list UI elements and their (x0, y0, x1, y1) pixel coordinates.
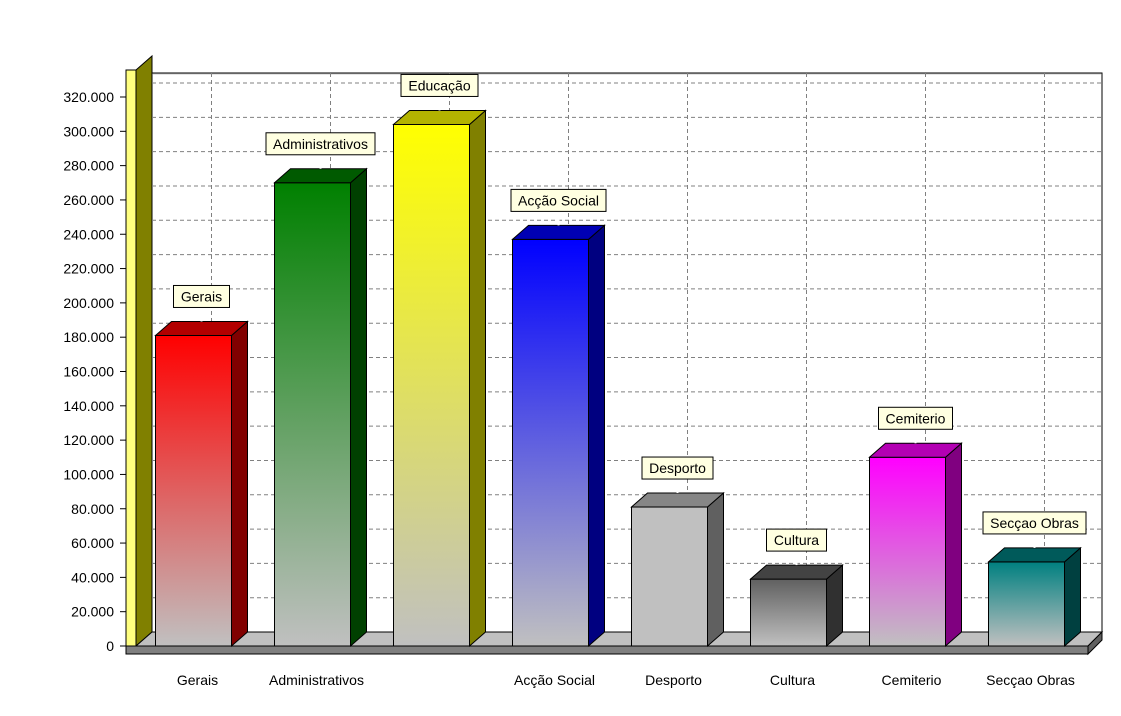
x-tick-label: Desporto (645, 672, 702, 688)
y-tick-label: 240.000 (63, 226, 114, 242)
bar-top (392, 109, 487, 125)
bar-top (630, 492, 725, 508)
bar-top (154, 320, 249, 336)
x-tick-label: Administrativos (269, 672, 364, 688)
x-tick-label: Cultura (770, 672, 815, 688)
bar-top (749, 564, 844, 580)
data-label-box (173, 284, 230, 308)
data-label-box (878, 406, 953, 430)
y-tick-label: 280.000 (63, 158, 114, 174)
data-label-box (400, 73, 479, 97)
y-tick-label: 40.000 (71, 569, 114, 585)
data-label-text: Desporto (649, 460, 706, 476)
bar-side (469, 109, 486, 648)
data-label-text: Gerais (181, 288, 222, 304)
bar-cemiterio (868, 442, 963, 648)
bar-front (869, 456, 946, 647)
bar-side (350, 167, 367, 648)
bar-front (631, 506, 708, 647)
bar-top (511, 224, 606, 240)
y-tick-label: 220.000 (63, 261, 114, 277)
y-tick-label: 120.000 (63, 432, 114, 448)
y-tick-label: 160.000 (63, 364, 114, 380)
x-tick-label: Secçao Obras (986, 672, 1075, 688)
y-tick-label: 200.000 (63, 295, 114, 311)
data-label: Administrativos (265, 132, 376, 169)
data-label: Cultura (766, 528, 827, 566)
data-label: Desporto (641, 456, 714, 494)
y-tick-label: 300.000 (63, 123, 114, 139)
data-label-text: Administrativos (273, 136, 368, 152)
floor-front (125, 645, 1089, 655)
bar-side (1064, 546, 1081, 648)
data-label: Gerais (173, 284, 230, 322)
y-tick-label: 260.000 (63, 192, 114, 208)
y-tick-label: 20.000 (71, 604, 114, 620)
bar-ac-o-social (511, 224, 606, 648)
bar-side (945, 442, 962, 648)
data-label-text: Educação (408, 77, 470, 93)
floor-side (1087, 630, 1103, 656)
x-tick-label: Acção Social (514, 672, 595, 688)
y-tick-label: 0 (106, 638, 114, 654)
data-label: Cemiterio (878, 406, 953, 444)
data-label: Secçao Obras (982, 511, 1087, 548)
plot-background (125, 54, 1103, 648)
bars (154, 109, 1082, 648)
x-tick-label: Cemiterio (882, 672, 942, 688)
y-tick-label: 320.000 (63, 89, 114, 105)
bar-front (393, 123, 470, 647)
axes: 0 20.000 40.000 60.000 80.000 100.000 120.000 1… (63, 89, 1074, 688)
bar-top (868, 442, 963, 458)
bar-side (588, 224, 605, 648)
y-tick-label: 100.000 (63, 466, 114, 482)
bar-front (155, 334, 232, 647)
bar-top (273, 168, 368, 184)
axis-wall-side (135, 54, 153, 648)
data-label-text: Acção Social (518, 192, 599, 208)
data-label: Educação (400, 73, 479, 111)
bar-cultura (749, 563, 844, 648)
x-tick-label: Gerais (177, 672, 218, 688)
bar-side (231, 320, 248, 648)
bar-front (750, 578, 827, 647)
y-tick-label: 60.000 (71, 535, 114, 551)
bar-front (988, 561, 1065, 647)
axis-wall-front (125, 69, 137, 647)
y-tick-label: 80.000 (71, 501, 114, 517)
data-label-text: Secçao Obras (990, 515, 1079, 531)
bar-front (274, 182, 351, 647)
data-labels: Gerais Administrativos Educação Acção Socia… (173, 73, 1087, 566)
bar-sec-ao-obras (987, 546, 1082, 648)
data-label-box (265, 132, 376, 156)
data-label-box (982, 511, 1087, 535)
bar-top (987, 547, 1082, 563)
y-tick-label: 140.000 (63, 398, 114, 414)
data-label-box (766, 528, 827, 552)
data-label-box (641, 456, 714, 480)
bar-gerais (154, 320, 249, 648)
data-label-box (510, 188, 607, 212)
y-tick-label: 180.000 (63, 329, 114, 345)
data-label-text: Cultura (774, 532, 819, 548)
bar-administrativos (273, 167, 368, 648)
bar-side (707, 491, 724, 648)
bar-desporto (630, 491, 725, 648)
bar-front (512, 238, 589, 647)
data-label: Acção Social (510, 188, 607, 226)
data-label-text: Cemiterio (886, 410, 946, 426)
bar-educa-o (392, 109, 487, 648)
